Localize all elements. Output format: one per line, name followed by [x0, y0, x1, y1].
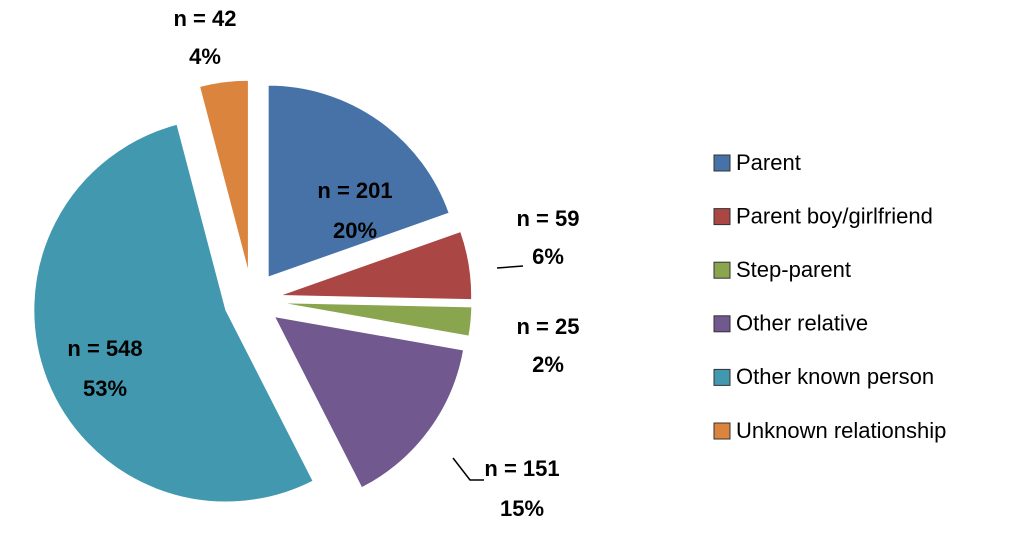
- leader-line: [496, 265, 524, 269]
- leader-line: [452, 457, 484, 481]
- pie-slice: [273, 315, 465, 489]
- data-label: n = 151: [484, 456, 559, 481]
- pie-slice: [33, 123, 314, 503]
- pie-slice: [279, 230, 473, 301]
- pie-slice: [279, 302, 473, 337]
- legend-label: Step-parent: [736, 257, 851, 282]
- data-label: n = 201: [317, 178, 392, 203]
- legend-swatch: [713, 208, 731, 226]
- percent-label: 2%: [532, 352, 564, 377]
- legend-swatch: [713, 261, 731, 279]
- legend-label: Parent: [736, 150, 801, 175]
- data-label: n = 25: [517, 314, 580, 339]
- legend-label: Other relative: [736, 311, 868, 336]
- percent-label: 15%: [500, 496, 544, 521]
- legend-swatch: [713, 368, 731, 386]
- percent-label: 6%: [532, 244, 564, 269]
- pie-slice: [267, 84, 450, 278]
- pie-slice: [198, 79, 249, 273]
- percent-label: 4%: [189, 44, 221, 69]
- legend-label: Unknown relationship: [736, 418, 946, 443]
- legend-label: Other known person: [736, 364, 934, 389]
- percent-label: 53%: [83, 376, 127, 401]
- legend-swatch: [713, 422, 731, 440]
- legend-swatch: [713, 315, 731, 333]
- data-label: n = 548: [67, 336, 142, 361]
- legend-swatch: [713, 154, 731, 172]
- legend-label: Parent boy/girlfriend: [736, 203, 933, 228]
- data-label: n = 59: [517, 206, 580, 231]
- data-label: n = 42: [174, 6, 237, 31]
- percent-label: 20%: [333, 218, 377, 243]
